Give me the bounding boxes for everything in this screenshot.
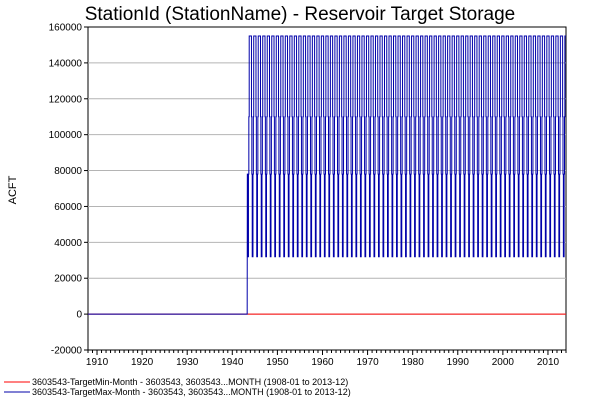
series-line-target-max (88, 35, 566, 315)
legend: 3603543-TargetMin-Month - 3603543, 36035… (4, 377, 351, 397)
y-tick-label: 120000 (49, 94, 83, 105)
x-tick-label: 1910 (86, 357, 109, 368)
x-tick-label: 1990 (447, 357, 470, 368)
chart-title: StationId (StationName) - Reservoir Targ… (85, 4, 516, 25)
x-tick-label: 1940 (221, 357, 244, 368)
legend-entry: 3603543-TargetMin-Month - 3603543, 36035… (32, 377, 348, 387)
y-tick-label: 100000 (49, 130, 83, 141)
x-axis: 1910 1920 1930 1940 1950 1960 1970 1980 1990 2000… (86, 350, 567, 368)
x-tick-label: 2010 (537, 357, 560, 368)
series-group (88, 35, 566, 315)
y-tick-label: 140000 (49, 58, 83, 69)
x-tick-label: 1960 (311, 357, 334, 368)
x-tick-label: 2000 (492, 357, 515, 368)
y-tick-label: 60000 (54, 202, 82, 213)
y-tick-label: 40000 (54, 238, 82, 249)
y-tick-label: 160000 (49, 23, 83, 34)
y-tick-label: -20000 (51, 346, 83, 357)
legend-entry: 3603543-TargetMax-Month - 3603543, 36035… (32, 387, 351, 397)
y-tick-label: 80000 (54, 166, 82, 177)
y-axis-label: ACFT (7, 175, 19, 204)
x-tick-label: 1930 (176, 357, 199, 368)
y-tick-label: 20000 (54, 274, 82, 285)
y-tick-label: 0 (76, 310, 82, 321)
y-axis: -20000 0 20000 40000 60000 80000 100000 120000 1… (49, 23, 88, 357)
x-tick-label: 1920 (131, 357, 154, 368)
x-tick-label: 1950 (266, 357, 289, 368)
x-tick-label: 1970 (356, 357, 379, 368)
x-tick-label: 1980 (402, 357, 425, 368)
grid-lines (88, 62, 566, 315)
plot-area (87, 26, 567, 351)
